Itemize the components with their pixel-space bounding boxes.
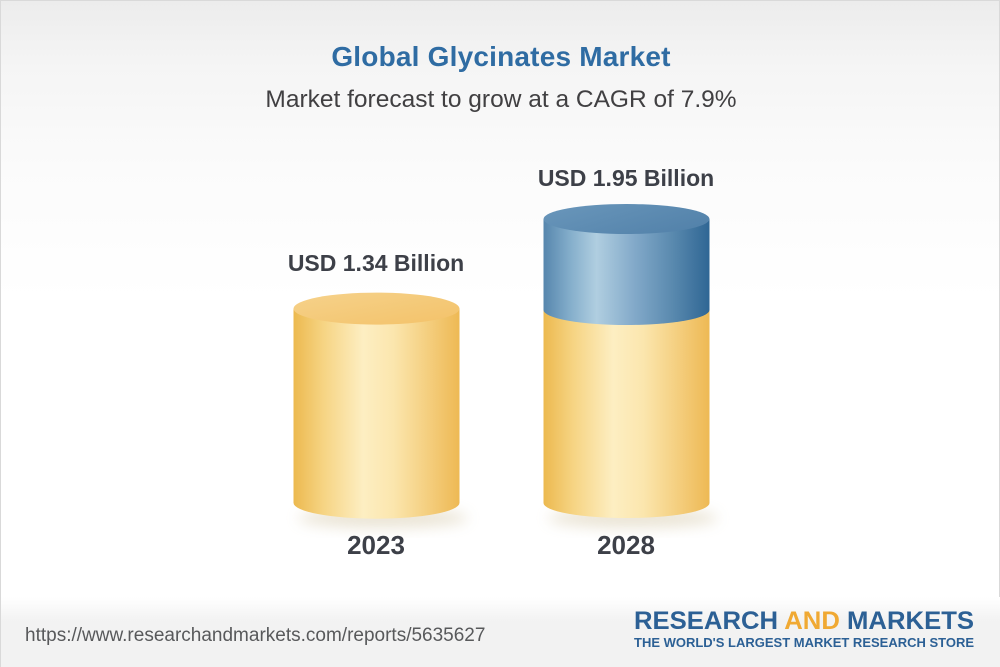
svg-text:THE WORLD'S LARGEST MARKET RES: THE WORLD'S LARGEST MARKET RESEARCH STOR… (634, 636, 974, 650)
svg-text:RESEARCH AND MARKETS: RESEARCH AND MARKETS (634, 609, 974, 635)
